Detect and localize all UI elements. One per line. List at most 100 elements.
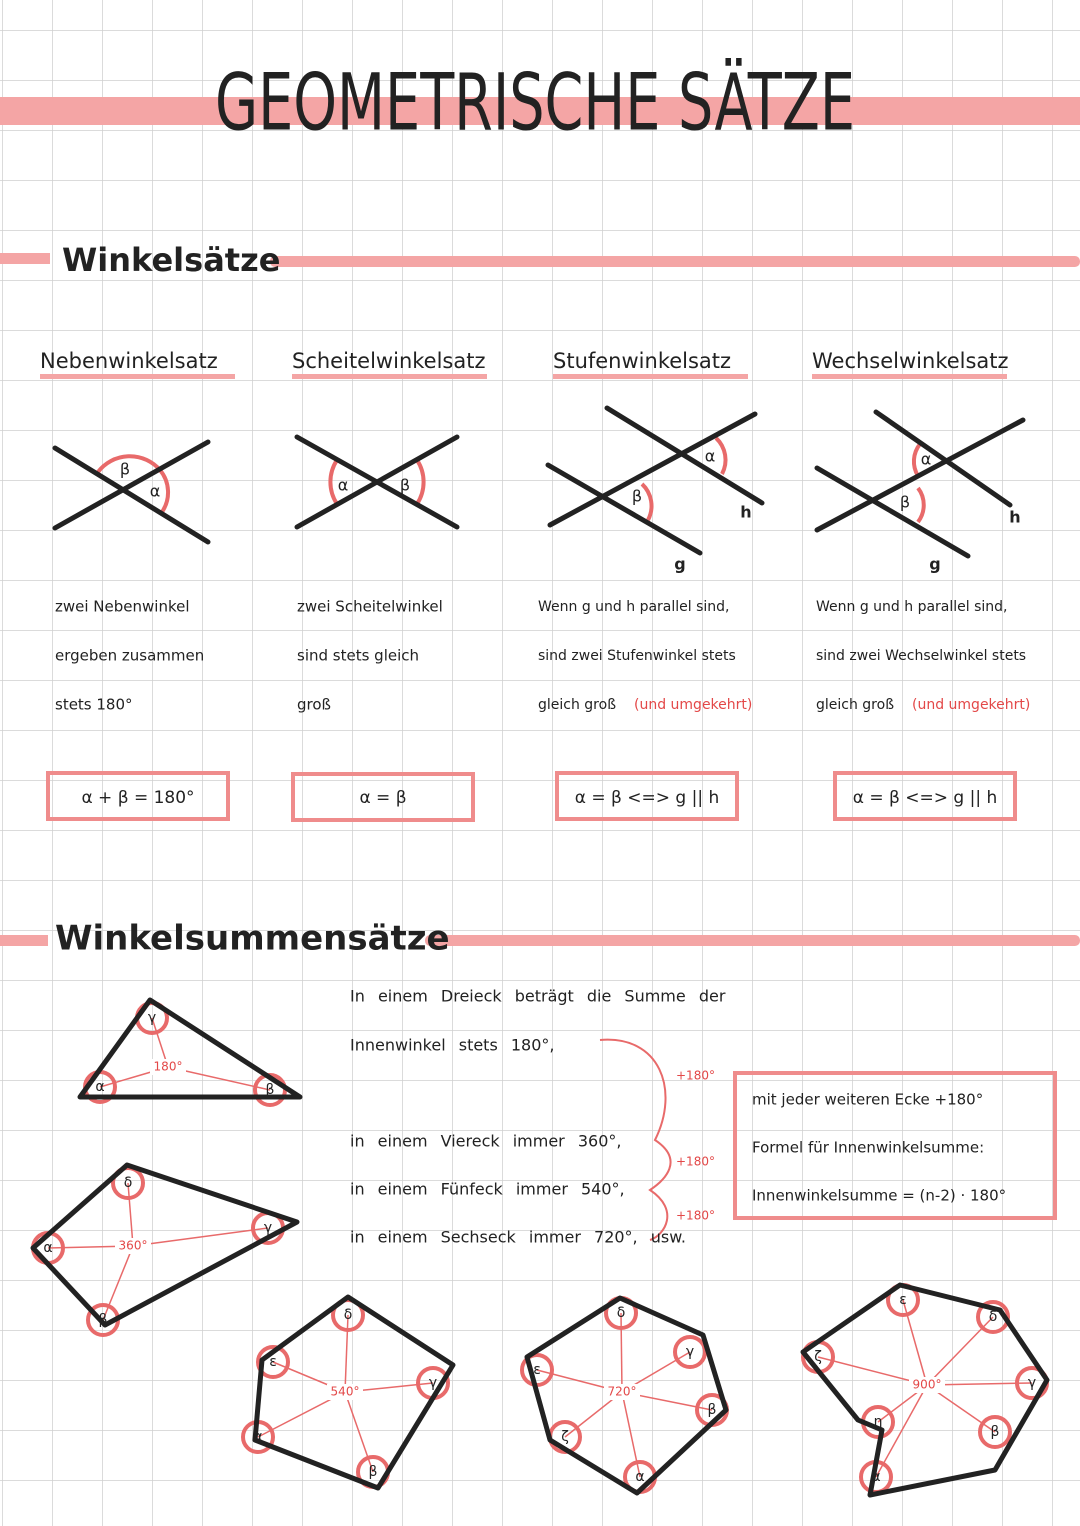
description: ergeben zusammen (55, 647, 204, 665)
heading-bar (270, 256, 1080, 267)
formula: α + β = 180° (81, 788, 194, 808)
angle-arc (978, 1415, 1012, 1449)
description: sind zwei Wechselwinkel stets (816, 648, 1026, 664)
angle-label: ε (533, 1362, 541, 1378)
note-line: Formel für Innenwinkelsumme: (752, 1139, 984, 1157)
angle-sum: 900° (913, 1378, 942, 1392)
sum-arrow (132, 1227, 269, 1247)
increment: +180° (676, 1155, 715, 1169)
angle-label: β (266, 1082, 275, 1098)
description: zwei Scheitelwinkel (297, 598, 443, 616)
formula: α = β <=> g || h (853, 788, 997, 808)
heading-bar (0, 935, 48, 946)
description: gleich groß (816, 697, 894, 713)
angle-label: β (708, 1402, 717, 1418)
angle-sum: 720° (608, 1385, 637, 1399)
increment: +180° (676, 1069, 715, 1083)
angle-label: α (871, 1469, 880, 1485)
angle-label: γ (686, 1344, 694, 1360)
angle-sum: 540° (331, 1385, 360, 1399)
angle-sum: 180° (154, 1060, 183, 1074)
angle-label: δ (344, 1307, 353, 1323)
angle-label: η (874, 1414, 883, 1430)
sum-arrow (344, 1391, 374, 1473)
description: Wenn g und h parallel sind, (538, 599, 730, 615)
diagram-scheitelwinkel (294, 434, 460, 530)
angle-label: ζ (561, 1429, 569, 1445)
heading-bar (425, 935, 1080, 946)
angle-label: ε (269, 1354, 277, 1370)
polygon (77, 997, 303, 1100)
sum-text: in einem Fünfeck immer 540°, (350, 1180, 625, 1199)
description: groß (297, 696, 331, 714)
title-underline (292, 374, 487, 379)
angle-label: α (705, 447, 716, 466)
heading-bar (0, 253, 50, 264)
angle-label: δ (989, 1309, 998, 1325)
theorem-title: Stufenwinkelsatz (553, 349, 731, 373)
formula: α = β <=> g || h (575, 788, 719, 808)
angle-arc (111, 1166, 145, 1200)
angle-label: h (1009, 508, 1020, 527)
angle-label: β (369, 1464, 378, 1480)
sum-arrow (926, 1316, 994, 1386)
angle-label: g (674, 555, 685, 574)
section-heading: Winkelsätze (62, 241, 280, 279)
note-line: mit jeder weiteren Ecke +180° (752, 1091, 983, 1109)
polygon (800, 1282, 1050, 1498)
sum-arrow (102, 1245, 134, 1321)
center-bg (909, 1377, 945, 1393)
angle-label: γ (264, 1220, 272, 1236)
theorem-title: Wechselwinkelsatz (812, 349, 1009, 373)
increment: +180° (676, 1209, 715, 1223)
angle-label: ζ (814, 1349, 822, 1365)
description: stets 180° (55, 696, 133, 714)
center-bg (327, 1384, 363, 1400)
diagram-nebenwinkel (52, 439, 211, 545)
remark: (und umgekehrt) (912, 697, 1030, 713)
sum-arrow (599, 1038, 672, 1241)
angle-label: γ (148, 1010, 156, 1026)
sum-text: in einem Viereck immer 360°, (350, 1132, 621, 1151)
angle-label: β (991, 1424, 1000, 1440)
angle-label: γ (429, 1375, 437, 1391)
title-underline (40, 374, 235, 379)
angle-label: α (635, 1469, 644, 1485)
sum-text: Innenwinkel stets 180°, (350, 1036, 555, 1055)
angle-label: α (921, 450, 932, 469)
description: zwei Nebenwinkel (55, 598, 190, 616)
sum-arrow (127, 1182, 134, 1247)
sum-arrow (620, 1312, 623, 1393)
sum-arrow (344, 1314, 349, 1393)
angle-arc (673, 1335, 707, 1369)
angle-label: β (632, 487, 642, 506)
sum-text: in einem Sechseck immer 720°, usw. (350, 1228, 686, 1247)
title: GEOMETRISCHE SÄTZE (215, 57, 855, 148)
formula: α = β (359, 788, 406, 808)
angle-label: α (253, 1429, 262, 1445)
angle-label: α (150, 482, 161, 501)
title-underline (553, 374, 748, 379)
angle-label: δ (617, 1305, 626, 1321)
diagram-wechselwinkel (814, 409, 1026, 559)
diagram-stufenwinkel (545, 405, 765, 556)
section-heading: Winkelsummensätze (55, 919, 450, 959)
sum-arrow (875, 1384, 928, 1478)
angle-label: g (929, 555, 940, 574)
formula-boxes (46, 771, 1057, 1220)
description: sind stets gleich (297, 647, 419, 665)
theorem-title: Nebenwinkelsatz (40, 349, 218, 373)
angle-arc (976, 1300, 1010, 1334)
title-bar (0, 97, 1080, 125)
sum-arrow (902, 1299, 928, 1386)
angle-label: ε (899, 1292, 907, 1308)
angle-label: h (740, 503, 751, 522)
center-bg (604, 1384, 640, 1400)
remark: (und umgekehrt) (634, 697, 752, 713)
center-bg (115, 1238, 151, 1254)
sum-text: In einem Dreieck beträgt die Summe der (350, 987, 726, 1006)
polygon (524, 1295, 729, 1496)
angle-arc (256, 1345, 290, 1379)
angle-sum: 360° (119, 1239, 148, 1253)
description: Wenn g und h parallel sind, (816, 599, 1008, 615)
